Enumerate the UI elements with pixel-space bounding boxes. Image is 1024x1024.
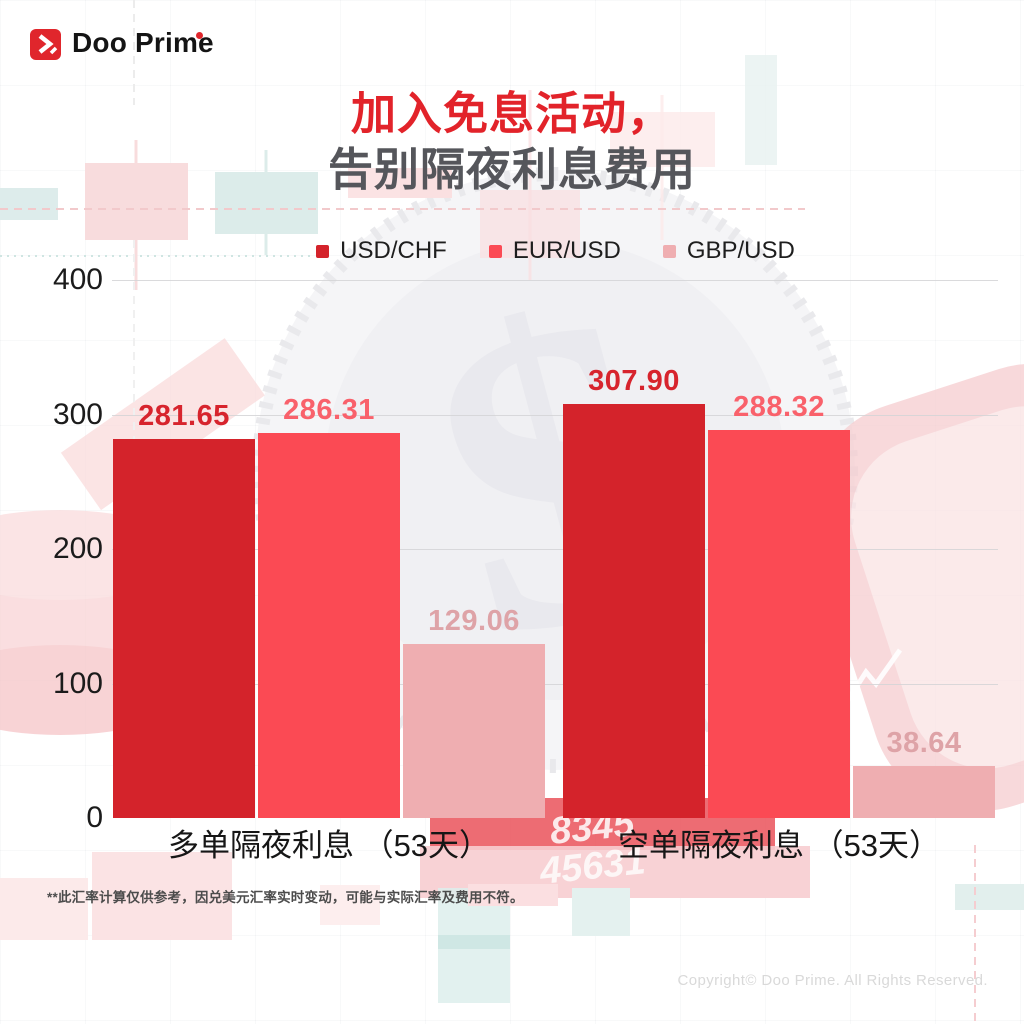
title-line-2: 告别隔夜利息费用 bbox=[327, 144, 696, 195]
right-ribbon bbox=[808, 363, 1024, 812]
gridline-100 bbox=[112, 683, 998, 685]
y-axis-tick-100: 100 bbox=[52, 666, 103, 700]
y-axis-tick-300: 300 bbox=[52, 397, 103, 431]
bar-value-label: 38.64 bbox=[886, 727, 962, 760]
x-axis-label-group1: 多单隔夜利息 （53天） bbox=[167, 828, 491, 863]
y-axis-tick-0: 0 bbox=[86, 801, 103, 834]
legend-swatch-icon bbox=[488, 244, 502, 258]
chart-legend: USD/CHF EUR/USD GBP/USD bbox=[113, 237, 998, 265]
y-axis-tick-400: 400 bbox=[52, 263, 103, 296]
y-axis-tick-200: 200 bbox=[52, 532, 103, 565]
brand-logo: Doo Prime bbox=[30, 27, 214, 60]
legend-item-gbp-usd: GBP/USD bbox=[662, 237, 795, 265]
bar-gbp-usd-group1 bbox=[403, 644, 545, 818]
legend-label: USD/CHF bbox=[340, 237, 447, 264]
bar-value-label: 307.90 bbox=[588, 364, 680, 397]
bar-value-label: 129.06 bbox=[428, 605, 520, 638]
legend-label: EUR/USD bbox=[512, 237, 621, 264]
footnote: **此汇率计算仅供参考，因兑美元汇率实时变动，可能与实际汇率及费用不符。 bbox=[47, 890, 524, 905]
bar-value-label: 286.31 bbox=[283, 393, 375, 426]
candlestick-decoration-bottom bbox=[0, 845, 1024, 1024]
legend-swatch-icon bbox=[316, 244, 330, 258]
candlestick-decoration-top bbox=[0, 0, 805, 520]
legend-item-eur-usd: EUR/USD bbox=[488, 237, 621, 265]
copyright: Copyright© Doo Prime. All Rights Reserve… bbox=[677, 972, 988, 989]
legend-item-usd-chf: USD/CHF bbox=[316, 237, 447, 265]
bar-eur-usd-group1 bbox=[258, 432, 400, 818]
bar-gbp-usd-group2 bbox=[853, 766, 995, 818]
bar-usd-chf-group2 bbox=[563, 403, 705, 818]
gridline-300 bbox=[112, 414, 998, 416]
bar-value-label: 288.32 bbox=[733, 391, 825, 424]
gridline-200 bbox=[112, 549, 998, 550]
gridline-400 bbox=[112, 280, 998, 281]
bar-usd-chf-group1 bbox=[113, 439, 255, 818]
legend-swatch-icon bbox=[662, 244, 676, 258]
x-axis-label-group2: 空单隔夜利息 （53天） bbox=[617, 828, 941, 863]
bar-eur-usd-group2 bbox=[708, 430, 850, 818]
bar-value-label: 281.65 bbox=[138, 400, 230, 433]
logo-i-dot bbox=[196, 32, 203, 39]
title-line-1: 加入免息活动， bbox=[350, 88, 673, 139]
poster-title: 加入免息活动， 告别隔夜利息费用 bbox=[0, 86, 1024, 198]
brand-name: Doo Prime bbox=[72, 27, 214, 58]
legend-label: GBP/USD bbox=[686, 237, 795, 264]
doo-prime-logo-icon bbox=[30, 28, 61, 60]
